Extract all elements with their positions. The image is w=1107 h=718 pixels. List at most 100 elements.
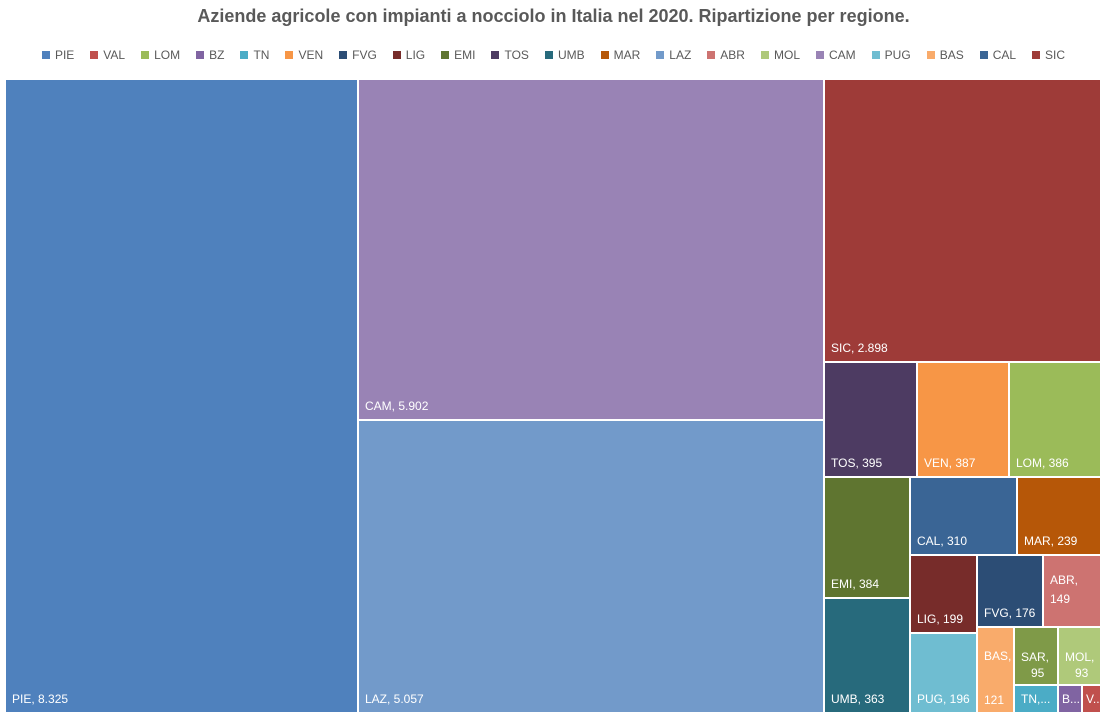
legend-swatch-bas (926, 51, 935, 59)
treemap-cell-pie (6, 80, 357, 712)
legend-item-cam: CAM (816, 48, 856, 62)
legend-item-pug: PUG (871, 48, 911, 62)
treemap-label-fvg: FVG, 176 (984, 606, 1036, 620)
legend-swatch-tn (240, 51, 249, 59)
legend-item-fvg: FVG (339, 48, 377, 62)
treemap-cell-val (1083, 686, 1100, 712)
legend-item-abr: ABR (707, 48, 745, 62)
legend-label-abr: ABR (720, 48, 745, 62)
treemap-cell-cal (911, 478, 1016, 554)
legend-item-lom: LOM (141, 48, 180, 62)
treemap-cell-umb (825, 599, 909, 712)
legend-label-cal: CAL (992, 48, 1017, 62)
treemap-cell-pug (911, 634, 976, 712)
treemap-label-umb: UMB, 363 (831, 692, 885, 706)
legend-label-bz: BZ (209, 48, 225, 62)
treemap-cell-cam (359, 80, 823, 419)
treemap-label-emi: EMI, 384 (831, 577, 879, 591)
treemap-cell-fvg (978, 556, 1042, 626)
treemap-cell-ven (918, 363, 1008, 476)
treemap-label-val: V... (1086, 692, 1103, 706)
legend-swatch-pug (871, 51, 880, 59)
legend-swatch-umb (544, 51, 553, 59)
treemap-cell-tn (1015, 686, 1057, 712)
legend-swatch-abr (707, 51, 716, 59)
treemap-cell-lig (911, 556, 976, 632)
chart-title: Aziende agricole con impianti a nocciolo… (197, 6, 910, 26)
legend-label-cam: CAM (829, 48, 856, 62)
treemap-label-bz: B... (1062, 692, 1080, 706)
chart-legend: PIE VAL LOM BZ TN VEN FVG LIG EMI TOS UMB MAR LAZ ABR… (0, 46, 1107, 64)
legend-label-mol: MOL (773, 48, 800, 62)
legend-item-bz: BZ (196, 48, 224, 62)
legend-item-lig: LIG (392, 48, 426, 62)
legend-item-umb: UMB (544, 48, 585, 62)
legend-label-lig: LIG (405, 48, 426, 62)
legend-item-pie: PIE (41, 48, 75, 62)
treemap-label-sar: SAR, 95 (1021, 650, 1049, 680)
treemap-label-tos: TOS, 395 (831, 456, 882, 470)
legend-label-laz: LAZ (669, 48, 692, 62)
treemap-label-bas: BAS, 121 (984, 649, 1011, 707)
treemap-label-laz: LAZ, 5.057 (365, 692, 424, 706)
legend-item-sic: SIC (1032, 48, 1065, 62)
treemap-label-lom: LOM, 386 (1016, 456, 1069, 470)
treemap-label-mol: MOL, 93 (1065, 650, 1094, 680)
legend-swatch-sic (1032, 51, 1041, 59)
legend-swatch-bz (196, 51, 205, 59)
treemap-cell-mol (1059, 628, 1100, 684)
treemap-cell-tos (825, 363, 916, 476)
legend-label-emi: EMI (454, 48, 476, 62)
legend-item-mol: MOL (760, 48, 800, 62)
legend-swatch-emi (441, 51, 450, 59)
legend-label-pug: PUG (884, 48, 911, 62)
legend-label-lom: LOM (154, 48, 181, 62)
treemap-label-ven: VEN, 387 (924, 456, 976, 470)
legend-label-fvg: FVG (352, 48, 377, 62)
treemap-cell-bas (978, 628, 1013, 712)
treemap-cell-sic (825, 80, 1100, 361)
legend-label-mar: MAR (613, 48, 641, 62)
treemap-cell-abr (1044, 556, 1100, 626)
treemap-cell-mar (1018, 478, 1100, 554)
treemap-label-sic: SIC, 2.898 (831, 341, 888, 355)
legend-item-cal: CAL (979, 48, 1017, 62)
legend-swatch-mar (600, 51, 609, 59)
legend-item-tos: TOS (491, 48, 529, 62)
legend-item-mar: MAR (600, 48, 641, 62)
legend-swatch-laz (656, 51, 665, 59)
legend-item-val: VAL (90, 48, 125, 62)
treemap-label-mar: MAR, 239 (1024, 534, 1078, 548)
legend-item-ven: VEN (285, 48, 323, 62)
legend-swatch-pie (41, 51, 50, 59)
legend-item-bas: BAS (926, 48, 964, 62)
legend-label-tn: TN (253, 48, 270, 62)
legend-item-tn: TN (240, 48, 269, 62)
legend-label-sic: SIC (1045, 48, 1066, 62)
treemap-cell-emi (825, 478, 909, 597)
legend-label-bas: BAS (939, 48, 964, 62)
legend-swatch-lig (392, 51, 401, 59)
legend-label-pie: PIE (54, 48, 75, 62)
legend-swatch-cal (979, 51, 988, 59)
treemap-cell-lom (1010, 363, 1100, 476)
legend-swatch-cam (816, 51, 824, 59)
legend-swatch-mol (760, 51, 769, 59)
legend-swatch-fvg (339, 51, 348, 59)
treemap-label-cam: CAM, 5.902 (365, 399, 429, 413)
legend-swatch-ven (285, 51, 294, 59)
legend-label-val: VAL (103, 48, 126, 62)
legend-swatch-lom (141, 51, 150, 59)
treemap-label-tn: TN,... (1021, 692, 1050, 706)
legend-swatch-val (90, 51, 99, 59)
legend-item-laz: LAZ (656, 48, 691, 62)
treemap-label-cal: CAL, 310 (917, 534, 967, 548)
treemap-label-lig: LIG, 199 (917, 612, 963, 626)
treemap-label-pug: PUG, 196 (917, 692, 970, 706)
legend-label-tos: TOS (504, 48, 529, 62)
treemap-label-abr: ABR, 149 (1050, 573, 1078, 606)
legend-item-emi: EMI (441, 48, 475, 62)
legend-swatch-tos (491, 51, 500, 59)
legend-label-ven: VEN (298, 48, 324, 62)
